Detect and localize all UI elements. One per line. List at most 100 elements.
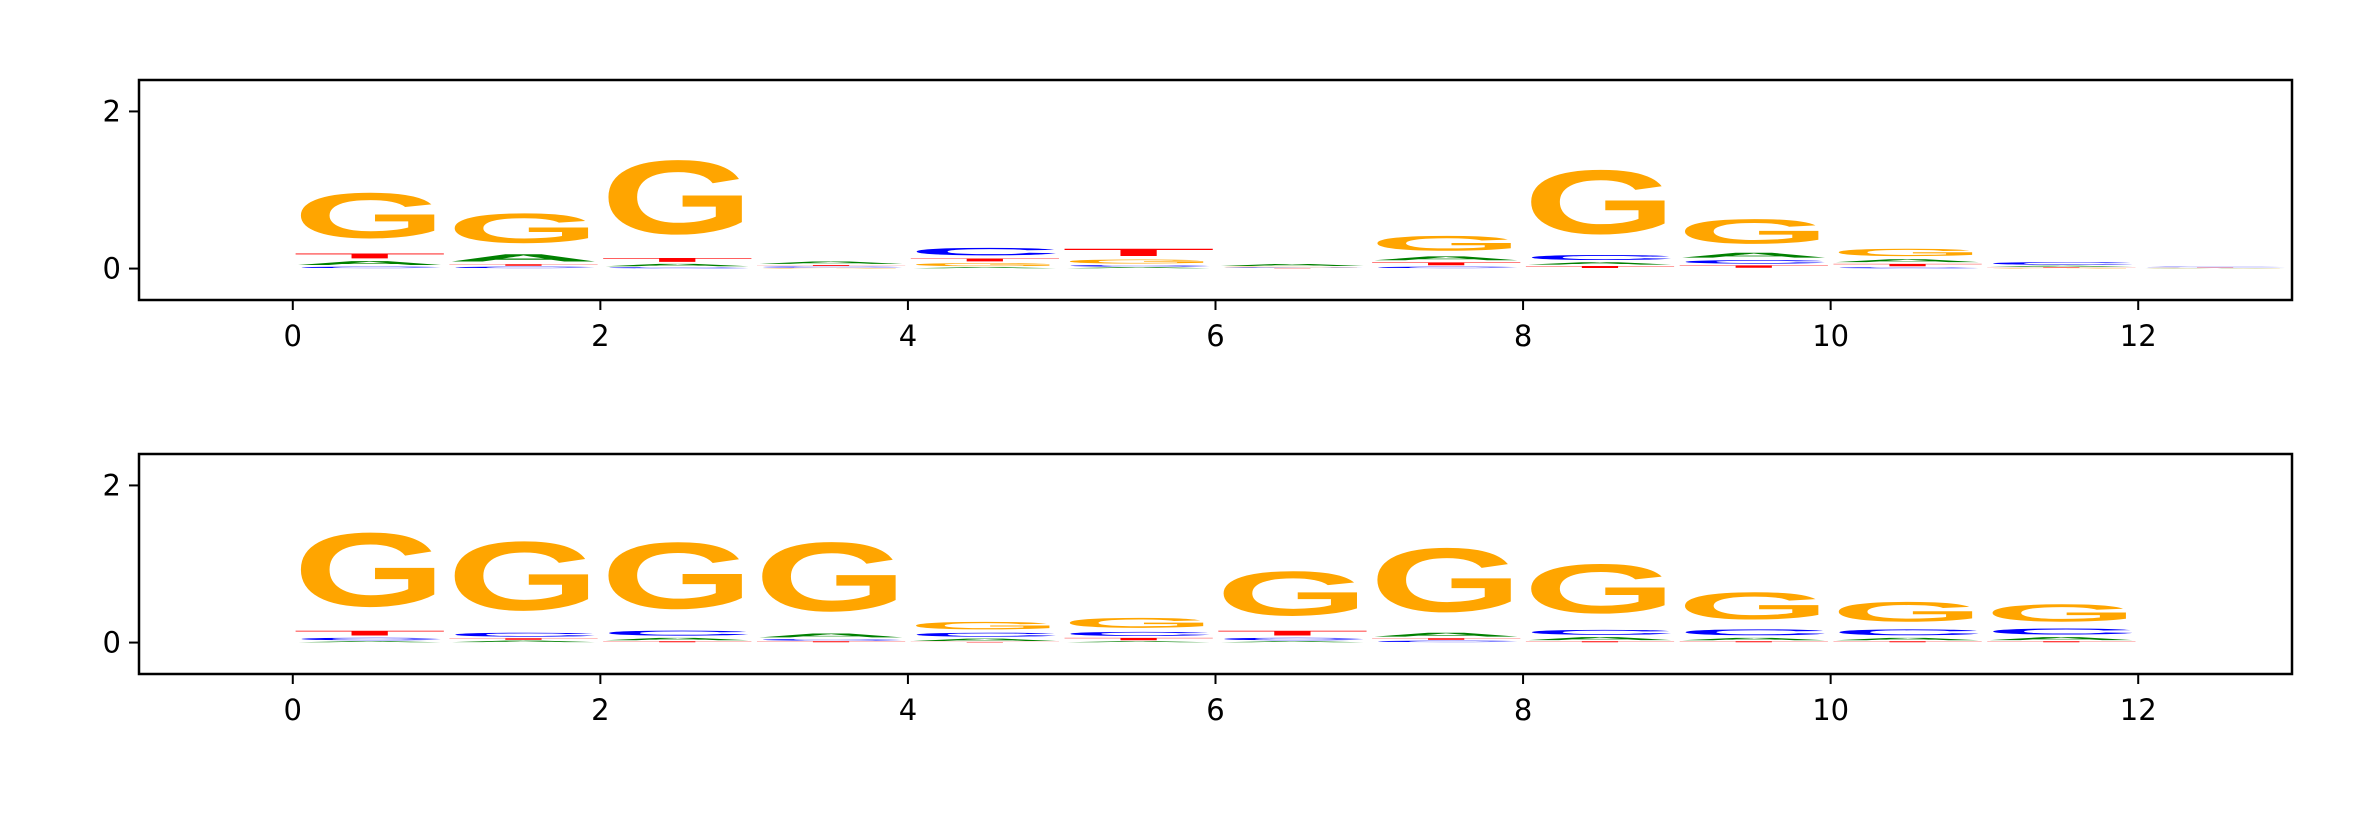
letter-A-pos-9: A [1677, 637, 1831, 641]
letter-T-pos-11: T [1984, 641, 2138, 643]
letter-T-pos-9: T [1677, 641, 1831, 643]
letter-G-pos-3: G [754, 523, 908, 632]
x-tick-label: 12 [2120, 693, 2157, 727]
x-tick-label: 2 [591, 319, 609, 353]
letter-G-pos-1: G [447, 205, 601, 252]
letter-C-pos-12: C [2138, 267, 2292, 268]
x-tick-label: 8 [1514, 693, 1532, 727]
letter-G-pos-6: G [1216, 559, 1370, 630]
letter-A-pos-5: A [1062, 267, 1216, 269]
letter-A-pos-8: A [1523, 636, 1677, 641]
letter-G-pos-5: G [1062, 258, 1216, 264]
letter-G-pos-9: G [1677, 584, 1831, 627]
letter-A-pos-7: A [1369, 255, 1523, 261]
letter-T-pos-5: T [1062, 247, 1216, 259]
letter-A-pos-1: A [447, 252, 601, 264]
letter-C-pos-3: C [754, 266, 908, 268]
letter-T-pos-1: T [447, 638, 601, 640]
letter-T-pos-2: T [600, 257, 754, 263]
letter-G-pos-6: G [1216, 267, 1370, 268]
x-tick-label: 12 [2120, 319, 2157, 353]
letter-T-pos-6: T [1216, 629, 1370, 637]
letter-stack-group: CATGCTAGCATGGCTAAGTCACGTTCGACTAGTACGTCAG… [293, 139, 2292, 269]
letter-A-pos-4: A [908, 267, 1062, 269]
letter-T-pos-7: T [1369, 261, 1523, 266]
x-tick-label: 6 [1206, 693, 1224, 727]
letter-G-pos-8: G [1523, 151, 1677, 253]
letter-C-pos-1: C [447, 632, 601, 638]
letter-G-pos-0: G [293, 180, 447, 252]
letter-A-pos-3: A [754, 632, 908, 638]
letter-C-pos-8: C [1523, 254, 1677, 262]
letter-C-pos-7: C [1369, 640, 1523, 642]
letter-G-pos-9: G [1677, 212, 1831, 251]
letter-C-pos-4: C [908, 632, 1062, 638]
logo-panel-1: CATGCTAGCATGGCTAAGTCACGTTCGACTAGTACGTCAG… [103, 78, 2294, 353]
letter-C-pos-6: C [1216, 267, 1370, 268]
letter-T-pos-4: T [908, 258, 1062, 263]
letter-A-pos-5: A [1062, 641, 1216, 643]
letter-G-pos-10: G [1831, 596, 1985, 627]
letter-C-pos-0: C [293, 266, 447, 268]
x-tick-label: 0 [284, 693, 302, 727]
letter-T-pos-3: T [754, 641, 908, 643]
y-tick-label: 2 [103, 468, 121, 502]
y-tick-label: 0 [103, 626, 121, 660]
letter-G-pos-2: G [600, 139, 754, 257]
letter-A-pos-0: A [293, 641, 447, 643]
letter-A-pos-10: A [1831, 637, 1985, 641]
letter-C-pos-5: C [1062, 265, 1216, 267]
x-tick-label: 2 [591, 693, 609, 727]
letter-A-pos-7: A [1369, 632, 1523, 638]
letter-T-pos-0: T [293, 629, 447, 637]
x-tick-label: 10 [1812, 693, 1849, 727]
letter-C-pos-1: C [447, 266, 601, 268]
letter-T-pos-4: T [908, 642, 1062, 643]
letter-T-pos-1: T [447, 264, 601, 266]
letter-C-pos-4: C [908, 246, 1062, 258]
letter-A-pos-3: A [754, 261, 908, 265]
letter-C-pos-0: C [293, 637, 447, 641]
letter-A-pos-11: A [1984, 636, 2138, 641]
letter-G-pos-2: G [600, 523, 754, 629]
letter-A-pos-6: A [1216, 641, 1370, 643]
letter-T-pos-11: T [1984, 267, 2138, 268]
letter-T-pos-8: T [1523, 641, 1677, 643]
letter-C-pos-10: C [1831, 267, 1985, 269]
letter-G-pos-4: G [908, 620, 1062, 632]
x-tick-label: 8 [1514, 319, 1532, 353]
letter-A-pos-11: A [1984, 265, 2138, 267]
letter-G-pos-11: G [1984, 268, 2138, 269]
letter-C-pos-5: C [1062, 631, 1216, 637]
letter-C-pos-8: C [1523, 628, 1677, 636]
letter-A-pos-10: A [1831, 258, 1985, 263]
letter-C-pos-10: C [1831, 628, 1985, 637]
letter-C-pos-2: C [600, 267, 754, 269]
letter-T-pos-7: T [1369, 638, 1523, 640]
logo-panel-2: ACTGATCGTACGTCAGTACGATCGACTGCTAGTACGTACG… [103, 452, 2294, 727]
letter-G-pos-7: G [1369, 232, 1523, 256]
letter-A-pos-6: A [1216, 263, 1370, 266]
letter-G-pos-7: G [1369, 529, 1523, 631]
y-tick-label: 2 [103, 94, 121, 128]
x-tick-label: 6 [1206, 319, 1224, 353]
letter-stack-group: ACTGATCGTACGTCAGTACGATCGACTGCTAGTACGTACG… [293, 511, 2138, 643]
letter-C-pos-11: C [1984, 627, 2138, 636]
letter-A-pos-0: A [293, 260, 447, 266]
letter-A-pos-1: A [447, 640, 601, 642]
letter-A-pos-2: A [600, 263, 754, 267]
letter-G-pos-0: G [293, 511, 447, 629]
letter-A-pos-4: A [908, 638, 1062, 642]
letter-A-pos-9: A [1677, 251, 1831, 259]
letter-G-pos-3: G [754, 268, 908, 269]
x-tick-label: 4 [899, 693, 917, 727]
letter-A-pos-2: A [600, 637, 754, 641]
letter-T-pos-10: T [1831, 263, 1985, 267]
letter-G-pos-10: G [1831, 246, 1985, 258]
letter-G-pos-5: G [1062, 615, 1216, 631]
letter-C-pos-11: C [1984, 261, 2138, 265]
letter-T-pos-8: T [1523, 265, 1677, 268]
letter-G-pos-4: G [908, 262, 1062, 267]
x-tick-label: 0 [284, 319, 302, 353]
